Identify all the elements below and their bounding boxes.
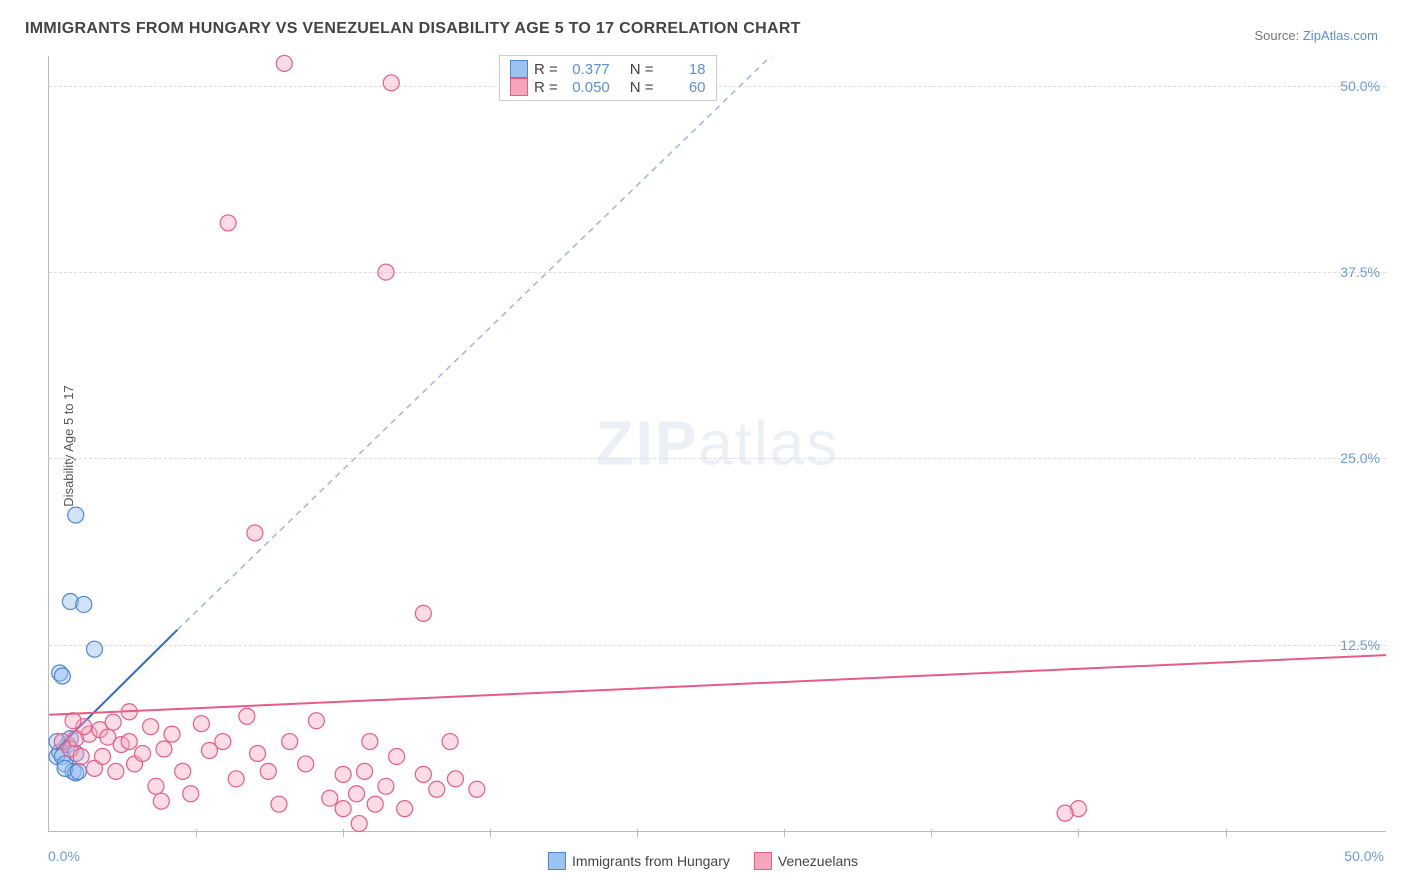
scatter-point bbox=[335, 801, 351, 817]
scatter-point bbox=[260, 763, 276, 779]
scatter-point bbox=[135, 746, 151, 762]
scatter-point bbox=[175, 763, 191, 779]
scatter-point bbox=[429, 781, 445, 797]
scatter-point bbox=[215, 734, 231, 750]
swatch-venezuelans bbox=[754, 852, 772, 870]
legend-item-venezuelans: Venezuelans bbox=[754, 852, 858, 870]
scatter-point bbox=[276, 55, 292, 71]
scatter-point bbox=[247, 525, 263, 541]
scatter-point bbox=[54, 668, 70, 684]
r-value-venezuelans: 0.050 bbox=[564, 79, 610, 96]
scatter-point bbox=[239, 708, 255, 724]
scatter-point bbox=[105, 714, 121, 730]
r-value-hungary: 0.377 bbox=[564, 61, 610, 78]
scatter-point bbox=[389, 748, 405, 764]
scatter-point bbox=[164, 726, 180, 742]
chart-title: IMMIGRANTS FROM HUNGARY VS VENEZUELAN DI… bbox=[25, 20, 1381, 38]
legend-row-hungary: R = 0.377 N = 18 bbox=[510, 60, 706, 78]
n-label: N = bbox=[630, 61, 654, 78]
legend-row-venezuelans: R = 0.050 N = 60 bbox=[510, 78, 706, 96]
scatter-point bbox=[362, 734, 378, 750]
x-axis-max-label: 50.0% bbox=[1344, 848, 1384, 864]
swatch-venezuelans bbox=[510, 78, 528, 96]
n-label: N = bbox=[630, 79, 654, 96]
scatter-point bbox=[415, 605, 431, 621]
scatter-point bbox=[282, 734, 298, 750]
scatter-point bbox=[367, 796, 383, 812]
scatter-point bbox=[357, 763, 373, 779]
scatter-point bbox=[415, 766, 431, 782]
trend-line-extension bbox=[177, 56, 771, 630]
series-legend: Immigrants from Hungary Venezuelans bbox=[548, 852, 858, 870]
legend-label-hungary: Immigrants from Hungary bbox=[572, 853, 730, 869]
n-value-hungary: 18 bbox=[660, 61, 706, 78]
n-value-venezuelans: 60 bbox=[660, 79, 706, 96]
correlation-legend: R = 0.377 N = 18 R = 0.050 N = 60 bbox=[499, 55, 717, 101]
scatter-point bbox=[397, 801, 413, 817]
scatter-point bbox=[378, 778, 394, 794]
scatter-point bbox=[1057, 805, 1073, 821]
scatter-point bbox=[108, 763, 124, 779]
source-link[interactable]: ZipAtlas.com bbox=[1303, 28, 1378, 43]
scatter-point bbox=[156, 741, 172, 757]
scatter-plot-svg bbox=[49, 56, 1386, 831]
scatter-point bbox=[322, 790, 338, 806]
scatter-point bbox=[271, 796, 287, 812]
legend-label-venezuelans: Venezuelans bbox=[778, 853, 858, 869]
scatter-point bbox=[153, 793, 169, 809]
y-tick-label: 50.0% bbox=[1340, 78, 1380, 94]
swatch-hungary bbox=[548, 852, 566, 870]
chart-plot-area: ZIPatlas R = 0.377 N = 18 R = 0.050 N = … bbox=[48, 56, 1386, 832]
scatter-point bbox=[76, 596, 92, 612]
source-prefix: Source: bbox=[1254, 28, 1302, 43]
scatter-point bbox=[86, 641, 102, 657]
scatter-point bbox=[193, 716, 209, 732]
scatter-point bbox=[308, 713, 324, 729]
scatter-point bbox=[349, 786, 365, 802]
y-tick-label: 25.0% bbox=[1340, 450, 1380, 466]
scatter-point bbox=[65, 713, 81, 729]
scatter-point bbox=[94, 748, 110, 764]
trend-line bbox=[49, 655, 1386, 715]
scatter-point bbox=[220, 215, 236, 231]
legend-item-hungary: Immigrants from Hungary bbox=[548, 852, 730, 870]
scatter-point bbox=[183, 786, 199, 802]
r-label: R = bbox=[534, 61, 558, 78]
x-axis-min-label: 0.0% bbox=[48, 848, 80, 864]
source-attribution: Source: ZipAtlas.com bbox=[1254, 28, 1378, 43]
scatter-point bbox=[442, 734, 458, 750]
scatter-point bbox=[228, 771, 244, 787]
scatter-point bbox=[447, 771, 463, 787]
scatter-point bbox=[298, 756, 314, 772]
scatter-point bbox=[351, 816, 367, 832]
y-tick-label: 37.5% bbox=[1340, 264, 1380, 280]
scatter-point bbox=[383, 75, 399, 91]
scatter-point bbox=[68, 507, 84, 523]
swatch-hungary bbox=[510, 60, 528, 78]
y-tick-label: 12.5% bbox=[1340, 637, 1380, 653]
scatter-point bbox=[469, 781, 485, 797]
scatter-point bbox=[378, 264, 394, 280]
scatter-point bbox=[335, 766, 351, 782]
scatter-point bbox=[70, 763, 86, 779]
scatter-point bbox=[73, 748, 89, 764]
r-label: R = bbox=[534, 79, 558, 96]
scatter-point bbox=[148, 778, 164, 794]
scatter-point bbox=[143, 719, 159, 735]
scatter-point bbox=[121, 734, 137, 750]
scatter-point bbox=[250, 746, 266, 762]
